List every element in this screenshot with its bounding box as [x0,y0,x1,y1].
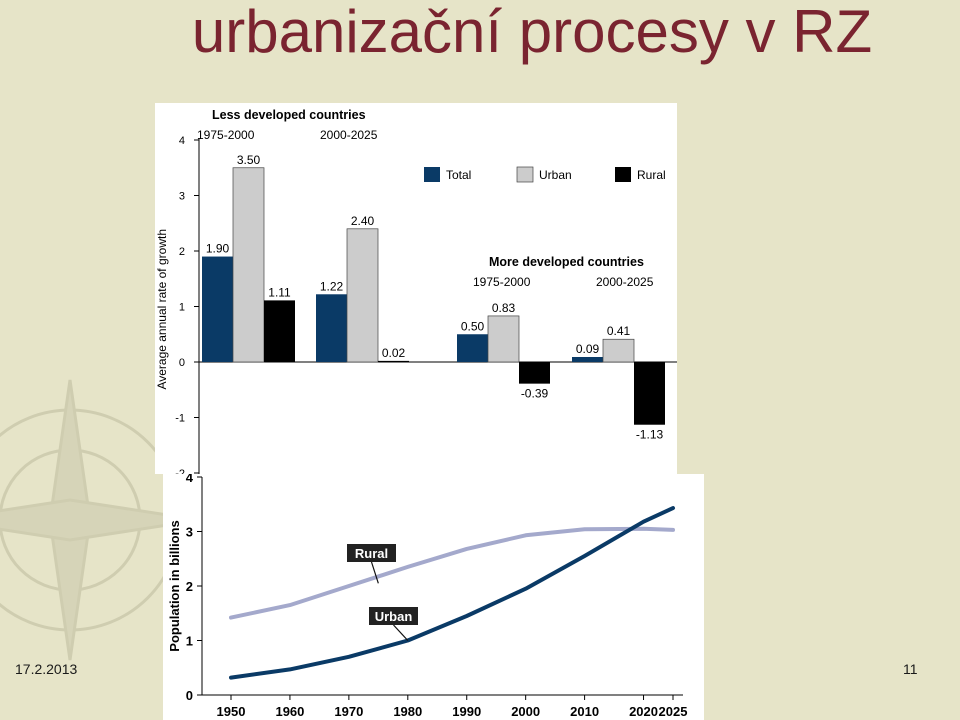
slide-number: 11 [903,661,918,677]
group-period-label: 1975-2000 [197,128,255,142]
x-tick-label: 1990 [452,704,481,719]
bar-data-label: 1.11 [268,285,291,299]
series-line-urban [229,506,675,680]
bar-data-label: -1.13 [636,428,664,442]
slide-date: 17.2.2013 [15,661,78,677]
x-tick-label: 1950 [217,704,246,719]
bar-data-label: 0.02 [382,346,406,360]
y-tick-label: -2 [175,468,185,474]
x-tick-label: 2020 [629,704,658,719]
bar-data-label: 0.83 [492,301,516,315]
bar-data-label: 1.90 [206,242,230,256]
bar-urban [346,228,379,363]
bar-data-label: -0.39 [521,387,549,401]
bar-total [457,334,488,362]
legend-label-urban: Urban [539,168,572,182]
legend-label-total: Total [446,168,471,182]
bar-rural [378,360,409,362]
bar-data-label: 0.50 [461,319,485,333]
y-tick-label: 4 [179,135,185,147]
series-label-pointer [393,624,409,641]
x-tick-label: 2010 [570,704,599,719]
population-line-chart: 4 3 2 1 0 1950 1960 1970 1980 1990 2000 2010 2020 202… [163,474,704,720]
series-label-box [347,544,396,562]
growth-rate-bar-chart: 4 3 2 1 0 -1 -2 Average annual rate of growth 1.… [155,103,677,474]
group-header-less-developed: Less developed countries [212,108,366,122]
bar-data-label: 2.40 [351,214,375,228]
y-tick-label: 1 [179,302,185,314]
bar-rural [634,362,665,425]
group-header-more-developed: More developed countries [489,255,644,269]
y-axis-label: Population in billions [167,520,182,651]
x-tick-label: 1980 [393,704,422,719]
slide-title: urbanizační procesy v RZ [191,0,873,65]
bar-rural [519,362,550,384]
series-label-rural: Rural [355,546,388,561]
y-tick-label: 2 [186,579,193,594]
legend-swatch-urban [516,166,534,183]
bar-urban [487,315,520,363]
group-period-label: 2000-2025 [320,128,378,142]
x-tick-label: 1970 [334,704,363,719]
series-label-pointer [370,561,379,584]
y-tick-label: 1 [186,634,193,649]
bar-data-label: 0.41 [607,324,631,338]
x-tick-label: 2025 [659,704,688,719]
y-axis-label: Average annual rate of growth [155,229,169,390]
legend-swatch-rural [615,167,631,182]
bar-urban [232,167,265,363]
y-tick-label: 0 [179,357,185,369]
bar-data-label: 0.09 [576,342,600,356]
bar-total [316,294,347,362]
bar-rural [264,300,295,362]
group-period-label: 2000-2025 [596,275,654,289]
x-tick-label: 1960 [275,704,304,719]
series-label-urban: Urban [375,609,413,624]
bar-urban [602,338,635,363]
y-tick-label: 4 [186,474,194,485]
y-tick-label: 0 [186,688,193,703]
y-tick-label: 3 [179,191,185,203]
y-tick-label: 3 [186,525,193,540]
bar-total [572,357,603,362]
series-label-box [369,607,418,625]
legend-swatch-total [424,167,440,182]
legend-label-rural: Rural [637,168,666,182]
bar-total [202,256,233,362]
x-tick-label: 2000 [511,704,540,719]
y-tick-label: 2 [179,246,185,258]
bar-data-label: 1.22 [320,279,344,293]
y-tick-label: -1 [175,413,185,425]
bar-data-label: 3.50 [237,153,261,167]
series-line-rural [229,526,675,620]
compass-rose-icon [0,379,201,661]
group-period-label: 1975-2000 [473,275,531,289]
